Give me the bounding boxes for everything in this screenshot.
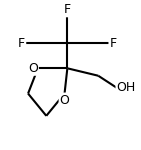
- Text: F: F: [18, 37, 25, 50]
- Text: O: O: [60, 94, 70, 106]
- Text: F: F: [109, 37, 117, 50]
- Text: F: F: [64, 3, 71, 16]
- Text: O: O: [28, 62, 38, 75]
- Text: OH: OH: [116, 81, 136, 94]
